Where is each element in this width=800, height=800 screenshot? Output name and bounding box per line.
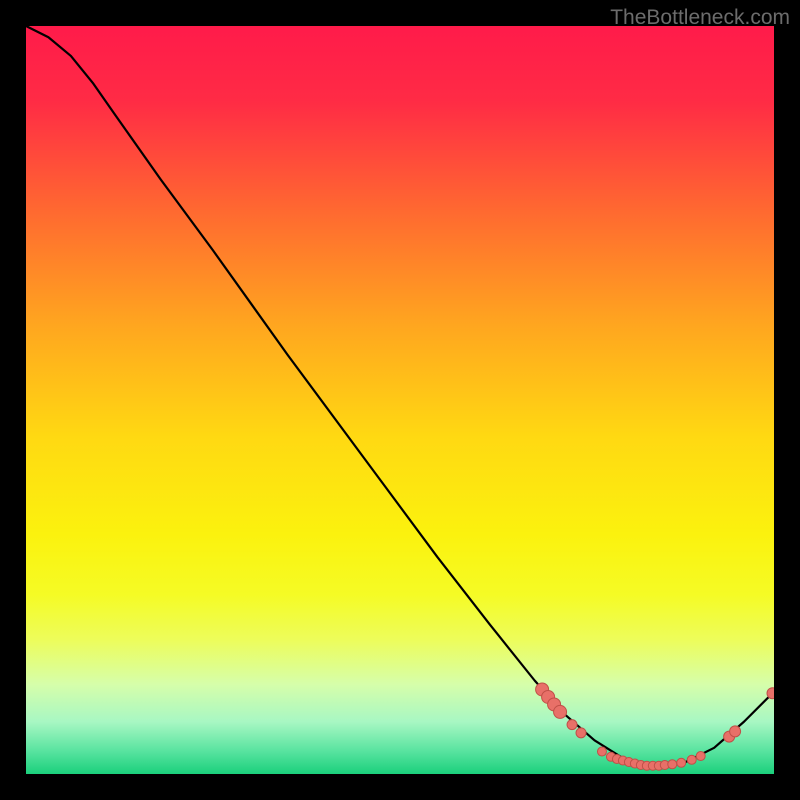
marker-point xyxy=(668,760,677,769)
plot-area xyxy=(26,26,774,774)
marker-point xyxy=(576,728,586,738)
marker-point xyxy=(696,752,705,761)
marker-point xyxy=(677,758,686,767)
marker-point xyxy=(687,755,696,764)
attribution-text: TheBottleneck.com xyxy=(610,6,790,30)
marker-point xyxy=(767,688,774,699)
marker-point xyxy=(554,705,567,718)
marker-point xyxy=(567,720,577,730)
marker-point xyxy=(730,726,741,737)
gradient-background xyxy=(26,26,774,774)
chart-stage: TheBottleneck.com xyxy=(0,0,800,800)
marker-point xyxy=(597,747,606,756)
plot-svg xyxy=(26,26,774,774)
